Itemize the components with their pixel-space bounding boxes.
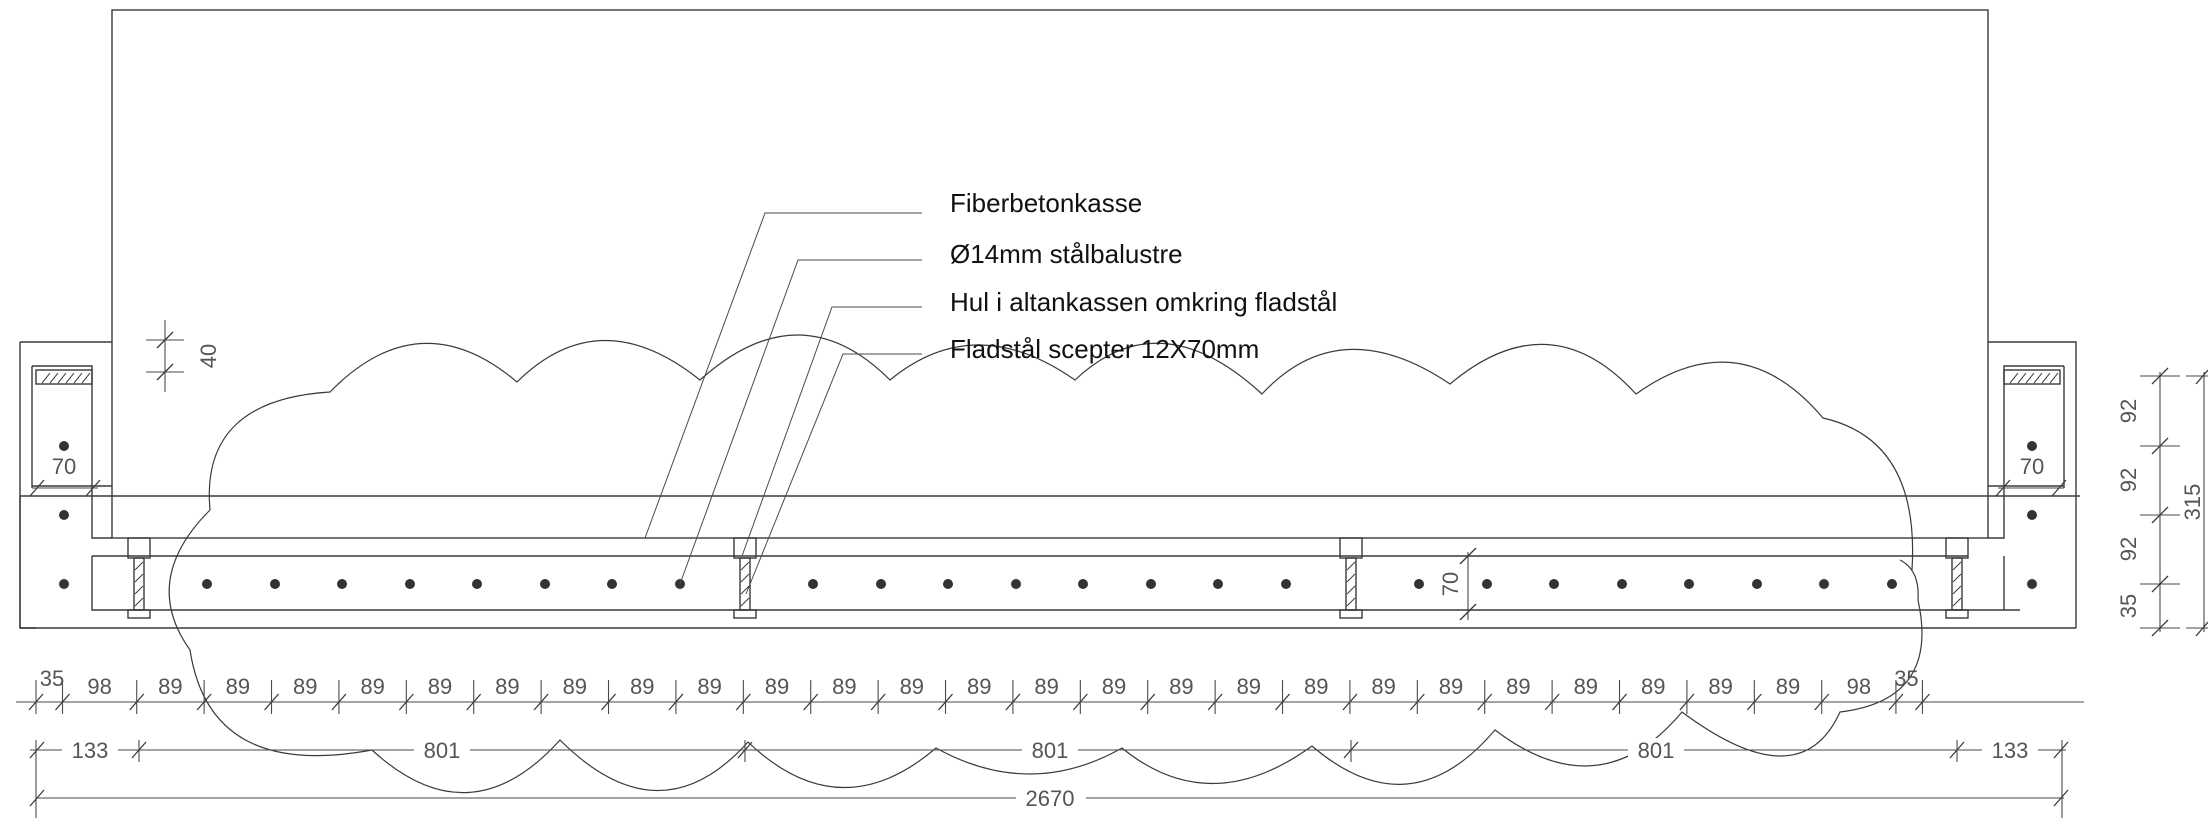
label-fiberbetonkasse: Fiberbetonkasse (950, 188, 1142, 218)
dim-total-2670: 2670 (1026, 786, 1075, 811)
dim-70-right-text: 70 (2020, 454, 2044, 479)
right-end-box (1988, 341, 2077, 628)
dim-top-label: 89 (1574, 674, 1598, 699)
label-staalbalustre: Ø14mm stålbalustre (950, 239, 1183, 269)
dim-70-right (1995, 479, 2067, 497)
scepter-hatch (134, 561, 1962, 607)
leader-lines (644, 212, 922, 595)
balusters (59, 441, 2037, 589)
dim-top-label: 89 (1641, 674, 1665, 699)
dim-right-315: 315 (2180, 484, 2205, 521)
label-hul-altankassen: Hul i altankassen omkring fladstål (950, 287, 1337, 317)
dim-top-label: 89 (1506, 674, 1530, 699)
dim-top-label: 89 (832, 674, 856, 699)
right-cap-hatch (2009, 372, 2059, 384)
scepters (127, 537, 1969, 619)
dim-top-label: 89 (1439, 674, 1463, 699)
dim-top-label: 89 (900, 674, 924, 699)
dim-mid-801-c: 801 (1638, 738, 1675, 763)
dim-70-inner-text: 70 (1438, 572, 1463, 596)
left-cap-hatch (41, 372, 91, 384)
dim-40-text: 40 (196, 344, 221, 368)
dim-top-label: 89 (495, 674, 519, 699)
right-cap (2003, 369, 2061, 385)
dim-top-label: 89 (1034, 674, 1058, 699)
dim-top-label: 89 (1169, 674, 1193, 699)
dim-top-label: 89 (765, 674, 789, 699)
dim-70-inner (1459, 547, 1477, 621)
revision-cloud-lower (168, 509, 1923, 794)
label-fladstaal-scepter: Fladstål scepter 12X70mm (950, 334, 1259, 364)
dim-mid-801-b: 801 (1032, 738, 1069, 763)
dim-top-label: 89 (563, 674, 587, 699)
dim-top-label: 89 (158, 674, 182, 699)
dim-right-92-a: 92 (2116, 399, 2141, 423)
left-cap (35, 369, 93, 385)
dim-40 (146, 320, 184, 392)
dim-top-label: 89 (1776, 674, 1800, 699)
dim-right-92-b: 92 (2116, 468, 2141, 492)
dim-top-label: 98 (1847, 674, 1871, 699)
dim-top-label: 89 (697, 674, 721, 699)
dim-right-92-c: 92 (2116, 537, 2141, 561)
dim-mid-ticks (29, 740, 2069, 807)
dim-top-label: 89 (293, 674, 317, 699)
dim-top-label: 89 (1102, 674, 1126, 699)
dim-70-left (29, 479, 101, 497)
dim-top-label: 89 (1304, 674, 1328, 699)
dim-top-label: 35 (1894, 666, 1918, 691)
fiber-concrete-box (111, 9, 1989, 539)
dim-top-labels: 35 98 89 89 89 89 89 89 89 89 89 89 89 89 89 89 89 89 89 89… (40, 666, 1919, 699)
dim-top-label: 89 (360, 674, 384, 699)
dim-right-35: 35 (2116, 594, 2141, 618)
dim-top-label: 89 (630, 674, 654, 699)
dim-top-label: 89 (226, 674, 250, 699)
dim-top-label: 89 (967, 674, 991, 699)
dim-mid-labels: 133 801 801 801 133 2670 (62, 738, 2038, 811)
rail-bottom-line (91, 556, 2020, 611)
dim-mid-133-right: 133 (1992, 738, 2029, 763)
dim-top-label: 89 (428, 674, 452, 699)
dim-top-label: 98 (87, 674, 111, 699)
dim-top-label: 89 (1371, 674, 1395, 699)
dim-top-ticks (28, 680, 1930, 714)
dim-mid-133-left: 133 (72, 738, 109, 763)
revision-cloud-upper (208, 334, 1914, 571)
dim-top-label: 89 (1708, 674, 1732, 699)
dim-mid-801-a: 801 (424, 738, 461, 763)
dim-right-chain (2140, 367, 2208, 637)
dim-top-label: 89 (1237, 674, 1261, 699)
dim-70-left-text: 70 (52, 454, 76, 479)
dim-top-label: 35 (40, 666, 64, 691)
